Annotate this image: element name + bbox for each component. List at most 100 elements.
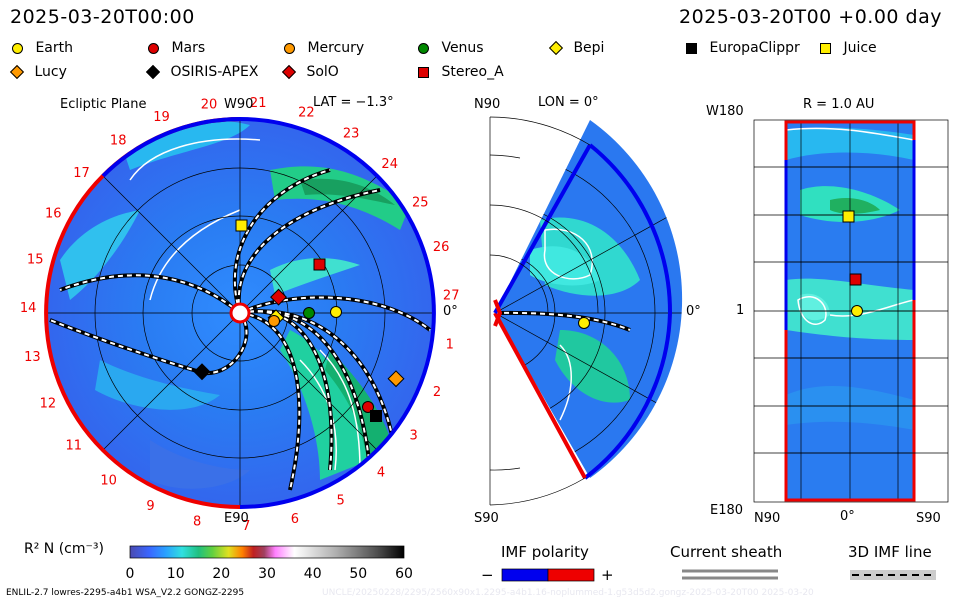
timestamp-left: 2025-03-20T00:00 xyxy=(10,6,195,28)
panel3-r-label: R = 1.0 AU xyxy=(803,97,875,112)
panel3-x-left: N90 xyxy=(754,511,781,526)
legend-item-stereo-a: Stereo_A xyxy=(418,64,504,80)
timestamp-right: 2025-03-20T00 +0.00 day xyxy=(679,6,942,28)
juice-marker xyxy=(235,219,248,232)
square-icon xyxy=(418,66,429,78)
carrington-tick-23: 23 xyxy=(343,126,360,141)
carrington-tick-7: 7 xyxy=(242,519,250,534)
current-sheath-title: Current sheath xyxy=(670,543,783,561)
carrington-tick-18: 18 xyxy=(110,134,127,149)
earth-marker-meridional xyxy=(578,317,590,329)
legend-label: Venus xyxy=(441,40,484,56)
carrington-tick-15: 15 xyxy=(27,252,44,267)
panel2-top-label: N90 xyxy=(474,97,501,112)
carrington-tick-8: 8 xyxy=(193,515,201,530)
circle-icon xyxy=(12,42,23,54)
stereo-a-marker-r1au xyxy=(849,273,862,286)
colorbar-tick-20: 20 xyxy=(212,566,230,582)
panel2-bottom-label: S90 xyxy=(474,511,499,526)
carrington-tick-10: 10 xyxy=(100,473,117,488)
panel3-x-mid: 0° xyxy=(840,509,855,524)
panel3-x-right: S90 xyxy=(916,511,941,526)
panel3-bottom-left: E180 xyxy=(710,503,744,518)
carrington-tick-13: 13 xyxy=(24,350,41,365)
legend-item-solo: SolO xyxy=(281,64,339,80)
carrington-tick-9: 9 xyxy=(146,499,154,514)
circle-icon xyxy=(418,42,429,54)
carrington-tick-6: 6 xyxy=(291,512,299,527)
legend-item-venus: Venus xyxy=(418,40,484,56)
legend-label: Mars xyxy=(171,40,206,56)
legend-item-osiris-apex: OSIRIS-APEX xyxy=(145,64,259,80)
imf-3d-title: 3D IMF line xyxy=(848,543,932,561)
legend-label: Mercury xyxy=(307,40,365,56)
legend-label: Earth xyxy=(35,40,73,56)
carrington-tick-5: 5 xyxy=(337,494,345,509)
footer-left: ENLIL-2.7 lowres-2295-a4b1 WSA_V2.2 GONG… xyxy=(6,588,245,598)
spacecraft-markers xyxy=(193,210,863,422)
panel1-lat-label: LAT = −1.3° xyxy=(313,95,394,110)
earth-marker xyxy=(330,306,342,318)
legend-label: Stereo_A xyxy=(441,64,504,80)
stereo-a-marker xyxy=(313,258,326,271)
carrington-tick-26: 26 xyxy=(433,240,450,255)
imf-positive-swatch xyxy=(547,568,595,582)
circle-icon xyxy=(284,42,295,54)
legend-label: SolO xyxy=(306,64,339,80)
legend-label: Lucy xyxy=(34,64,67,80)
legend-label: EuropaClippr xyxy=(709,40,800,56)
carrington-tick-20: 20 xyxy=(201,97,218,112)
panel1-right-label: 0° xyxy=(443,304,458,319)
carrington-tick-2: 2 xyxy=(433,385,441,400)
carrington-tick-1: 1 xyxy=(446,338,454,353)
legend-item-mars: Mars xyxy=(148,40,205,56)
colorbar xyxy=(129,545,405,559)
panel3-top-left: W180 xyxy=(706,104,744,119)
mercury-marker xyxy=(268,315,280,327)
panel2-right-label: 0° xyxy=(686,304,701,319)
carrington-tick-17: 17 xyxy=(73,166,90,181)
legend-label: Bepi xyxy=(573,40,605,56)
carrington-tick-16: 16 xyxy=(45,207,62,222)
square-icon xyxy=(820,42,831,54)
colorbar-tick-60: 60 xyxy=(395,566,413,582)
carrington-tick-12: 12 xyxy=(40,397,57,412)
colorbar-ticks: 0 10 20 30 40 50 60 xyxy=(126,566,413,582)
legend-item-bepi: Bepi xyxy=(548,40,605,56)
footer-right: UNCLE/20250228/2295/2560x90x1.2295-a4b1.… xyxy=(322,588,814,598)
legend-item-juice: Juice xyxy=(820,40,877,56)
colorbar-tick-0: 0 xyxy=(126,566,135,582)
venus-marker xyxy=(303,307,315,319)
r-1au-panel xyxy=(753,119,949,503)
square-icon xyxy=(686,42,697,54)
lucy-marker xyxy=(387,370,405,388)
carrington-tick-3: 3 xyxy=(410,429,418,444)
carrington-tick-21: 21 xyxy=(250,96,267,111)
osiris-apex-marker xyxy=(193,363,211,381)
mars-marker xyxy=(362,401,374,413)
colorbar-tick-30: 30 xyxy=(258,566,276,582)
panel1-top-label: W90 xyxy=(224,97,254,112)
carrington-tick-11: 11 xyxy=(66,439,83,454)
legend-label: Juice xyxy=(843,40,877,56)
carrington-tick-4: 4 xyxy=(377,465,385,480)
panel1-bottom-label: E90 xyxy=(224,511,249,526)
carrington-tick-19: 19 xyxy=(153,110,170,125)
panel3-mid-left: 1 xyxy=(736,303,745,318)
legend-item-europaclippr: EuropaClippr xyxy=(686,40,800,56)
legend-item-lucy: Lucy xyxy=(9,64,67,80)
solo-marker xyxy=(270,288,288,306)
carrington-tick-24: 24 xyxy=(381,157,398,172)
colorbar-label: R² N (cm⁻³) xyxy=(24,541,104,557)
europaclippr-marker xyxy=(370,410,382,422)
circle-icon xyxy=(148,42,159,54)
colorbar-tick-50: 50 xyxy=(349,566,367,582)
legend-label: OSIRIS-APEX xyxy=(170,64,259,80)
legend-item-mercury: Mercury xyxy=(284,40,364,56)
imf-plus-label: + xyxy=(601,566,614,584)
carrington-tick-22: 22 xyxy=(298,106,315,121)
carrington-tick-27: 27 xyxy=(443,289,460,304)
